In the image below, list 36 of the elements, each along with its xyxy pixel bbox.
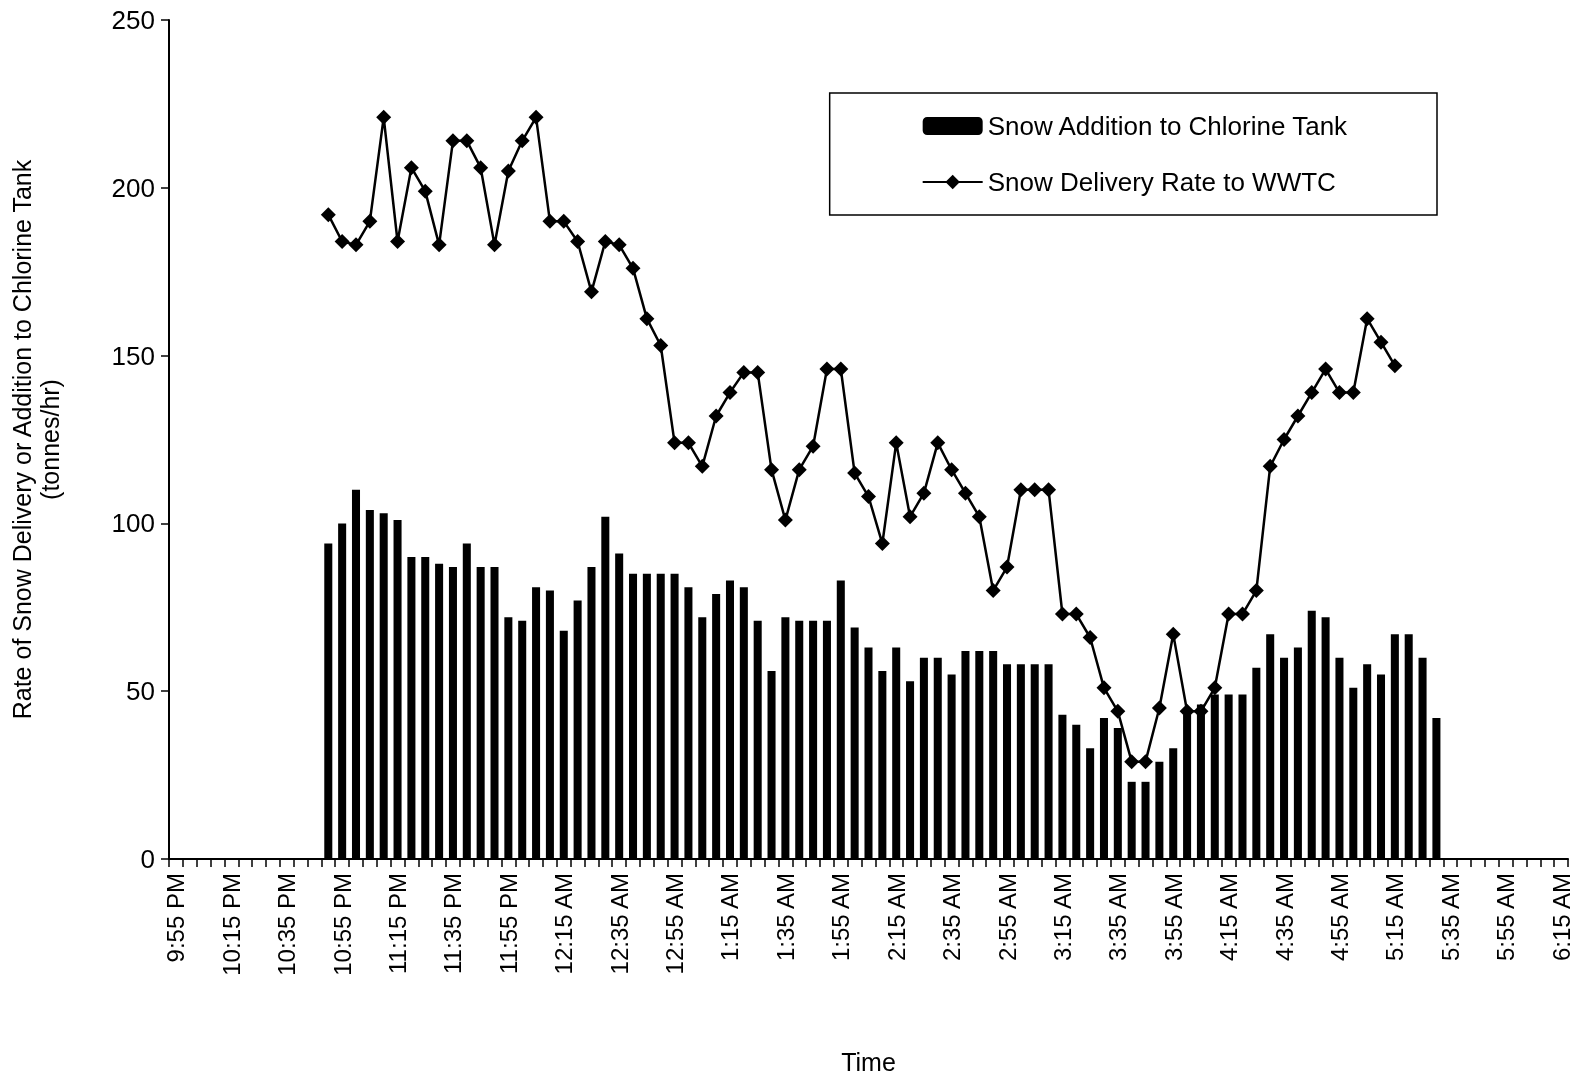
x-tick-label: 12:35 AM (605, 873, 633, 975)
y-tick-label: 250 (111, 5, 155, 35)
legend-label: Snow Delivery Rate to WWTC (987, 167, 1336, 197)
x-tick-label: 10:15 PM (217, 873, 245, 976)
y-axis-title: Rate of Snow Delivery or Addition to Chlorine Tank (tonnes/hr) (8, 159, 64, 720)
x-tick-label: 6:15 AM (1547, 873, 1575, 962)
x-tick-label: 5:55 AM (1492, 873, 1520, 962)
x-tick-label: 4:15 AM (1215, 873, 1243, 962)
x-tick-label: 5:15 AM (1381, 873, 1409, 962)
x-tick-label: 3:15 AM (1048, 873, 1076, 962)
x-tick-label: 11:35 PM (439, 873, 467, 974)
x-tick-label: 2:55 AM (993, 873, 1021, 962)
x-tick-label: 3:55 AM (1159, 873, 1187, 962)
x-tick-label: 11:15 PM (384, 873, 412, 974)
x-tick-label: 10:55 PM (328, 873, 356, 976)
x-tick-label: 2:15 AM (882, 873, 910, 962)
x-axis-title: Time (841, 1047, 896, 1076)
x-tick-label: 12:55 AM (661, 873, 689, 975)
y-tick-label: 100 (111, 508, 155, 539)
x-tick-label: 10:35 PM (273, 873, 301, 976)
x-tick-label: 1:15 AM (716, 873, 744, 962)
y-tick-label: 0 (140, 844, 155, 874)
legend-label: Snow Addition to Chlorine Tank (987, 111, 1349, 141)
x-tick-label: 4:55 AM (1325, 873, 1353, 962)
x-tick-label: 12:15 AM (550, 873, 578, 975)
x-tick-label: 4:35 AM (1270, 873, 1298, 962)
x-tick-label: 3:35 AM (1104, 873, 1132, 962)
y-tick-label: 150 (111, 340, 155, 371)
x-tick-label: 11:55 PM (494, 873, 522, 974)
y-tick-label: 200 (111, 172, 155, 203)
x-tick-label: 1:55 AM (827, 873, 855, 962)
x-tick-label: 2:35 AM (938, 873, 966, 962)
x-tick-label: 9:55 PM (162, 873, 190, 963)
x-tick-label: 1:35 AM (771, 873, 799, 962)
y-tick-label: 50 (126, 676, 155, 707)
x-tick-label: 5:35 AM (1436, 873, 1464, 962)
